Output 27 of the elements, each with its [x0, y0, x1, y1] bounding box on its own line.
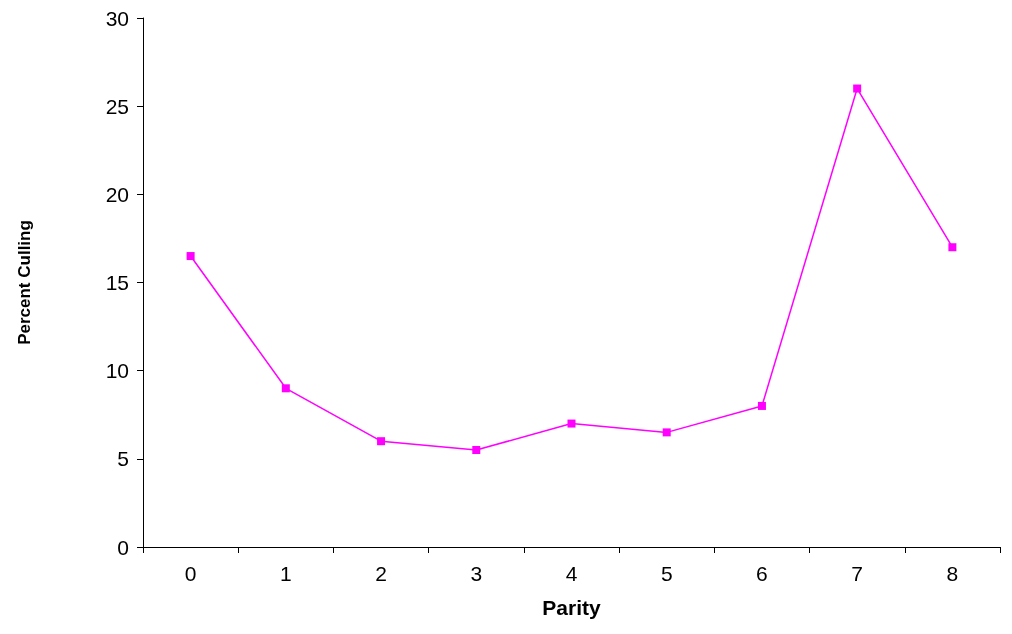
x-tick-label: 0	[184, 562, 197, 585]
point	[757, 401, 766, 410]
point	[567, 419, 576, 428]
x-tick-label: 4	[565, 562, 578, 585]
point	[662, 428, 671, 437]
x-tick-label: 1	[279, 562, 292, 585]
x-tick-label: 7	[851, 562, 864, 585]
y-axis-title: Percent Culling	[15, 220, 34, 345]
y-tick-label: 20	[105, 182, 129, 206]
y-tick-label: 30	[105, 6, 129, 30]
point	[377, 437, 386, 446]
x-tick-label: 2	[375, 562, 387, 585]
point	[472, 446, 481, 455]
x-axis-title: Parity	[542, 596, 601, 619]
point	[281, 384, 290, 393]
x-tick-label: 6	[756, 562, 768, 585]
y-tick-label: 10	[105, 359, 129, 383]
point	[853, 84, 862, 93]
y-tick-label: 15	[105, 271, 129, 294]
x-tick-label: 8	[946, 562, 959, 585]
point	[186, 252, 195, 261]
point	[948, 243, 957, 252]
x-tick-label: 5	[660, 562, 673, 585]
y-tick-label: 25	[105, 94, 129, 118]
x-tick-label: 3	[470, 562, 483, 585]
y-tick-label: 0	[117, 535, 129, 559]
y-tick-label: 5	[117, 447, 129, 471]
